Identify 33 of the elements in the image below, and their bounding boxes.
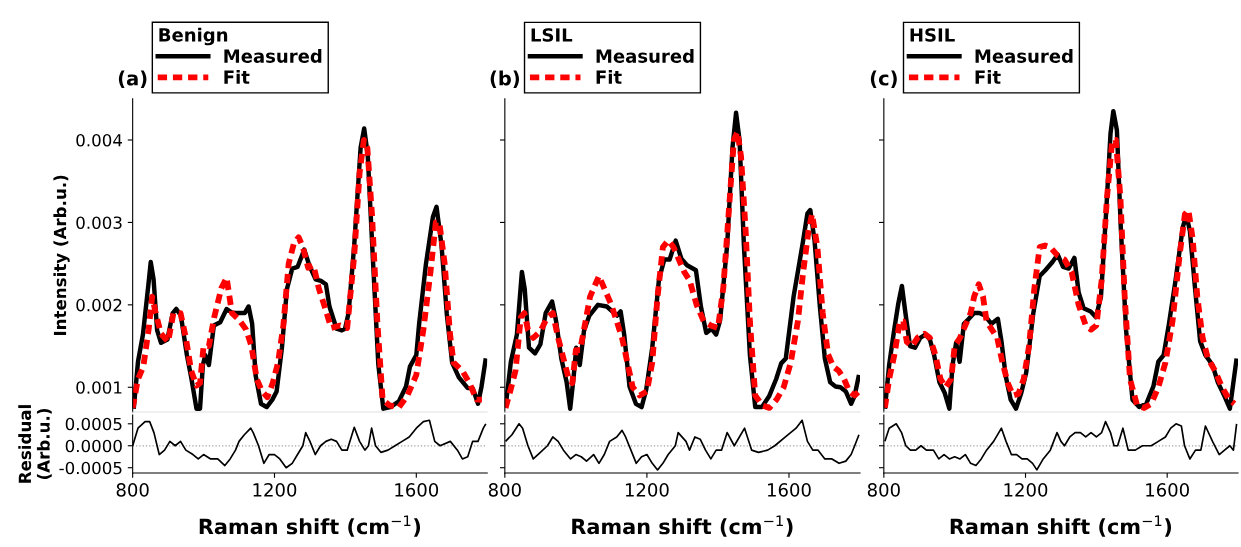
y-axis-title: Intensity (Arb.u.) [53, 175, 70, 335]
legend-label: Measured [224, 48, 322, 63]
x-tick-label: 800 [867, 483, 900, 497]
y-tick-label: 0.0000 [65, 439, 122, 453]
y-tick-label: -0.0005 [59, 461, 122, 475]
y-tick-label: 0.002 [76, 298, 122, 312]
y-tick-label: 0.004 [76, 133, 123, 147]
legend-label: Measured [975, 48, 1073, 63]
x-tick-label: 800 [116, 483, 149, 497]
x-tick-label: 1200 [253, 483, 297, 497]
chart-title: (c) [870, 70, 897, 88]
x-tick-label: 1600 [767, 483, 811, 497]
x-tick-label: 1200 [1004, 483, 1048, 497]
x-tick-label: 1600 [1146, 483, 1189, 497]
legend-label: Fit [975, 70, 1001, 84]
legend-label: Measured [596, 48, 694, 63]
legend-label: Fit [596, 70, 622, 84]
y-axis-title: Residual (Arb.u.) [18, 405, 52, 483]
y-tick-label: 0.001 [76, 381, 122, 394]
x-tick-label: 1600 [395, 483, 439, 497]
chart-title: (a) [118, 70, 147, 88]
legend-title: HSIL [910, 28, 955, 42]
x-tick-label: 800 [488, 483, 521, 497]
chart-title: (b) [490, 70, 520, 88]
x-axis-title: Raman shift (cm$^{−1}$) [572, 515, 793, 537]
x-axis-title: Raman shift (cm$^{−1}$) [950, 515, 1172, 537]
x-axis-title: Raman shift (cm$^{−1}$) [199, 515, 421, 537]
legend-label: Fit [224, 70, 250, 84]
y-tick-label: 0.003 [76, 216, 122, 229]
legend-title: LSIL [531, 28, 573, 42]
legend-title: Benign [159, 27, 228, 46]
y-tick-label: 0.0005 [65, 417, 122, 431]
x-tick-label: 1200 [625, 483, 669, 497]
